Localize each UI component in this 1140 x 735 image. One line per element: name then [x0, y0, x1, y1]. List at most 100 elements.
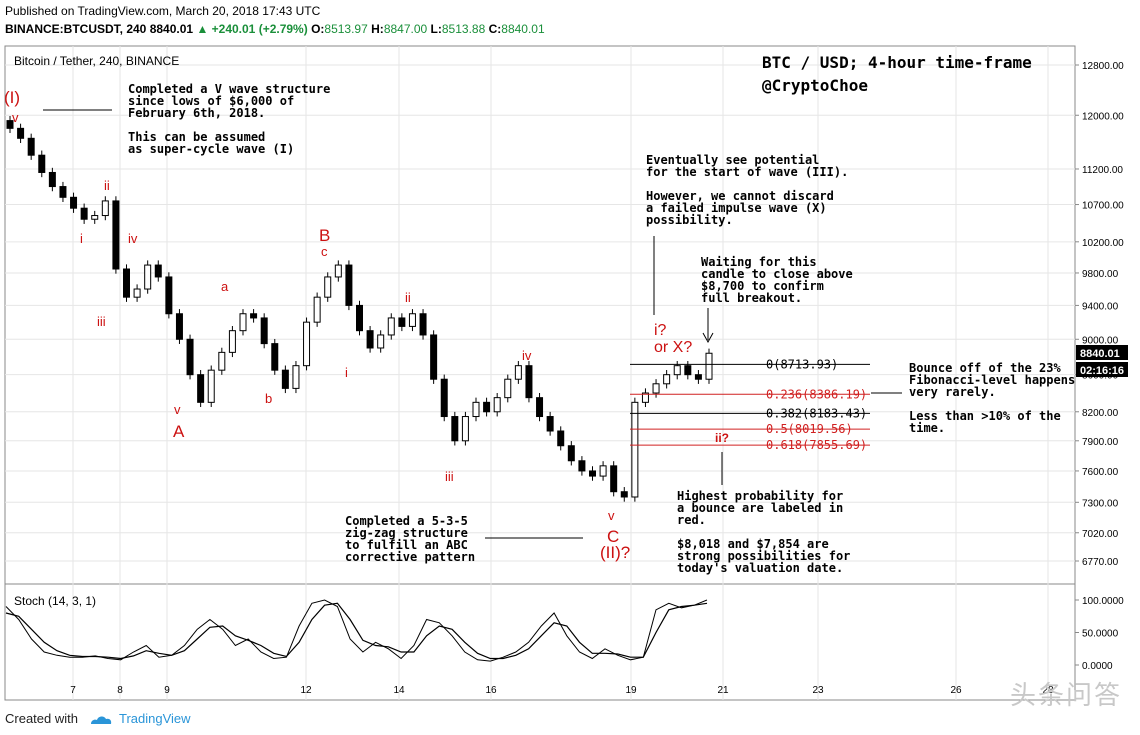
time-tick-label: 21: [717, 685, 729, 696]
tradingview-cloud-icon: [90, 716, 111, 724]
tradingview-link[interactable]: TradingView: [119, 711, 191, 726]
note-text: Completed a 5-3-5: [345, 514, 468, 528]
price-tick-label: 10200.00: [1082, 238, 1124, 249]
fib-level-label: 0.618(7855.69): [766, 438, 867, 452]
candle-body: [80, 207, 88, 220]
candle-body: [589, 470, 596, 477]
wave-label: c: [321, 244, 328, 259]
candle-body: [133, 288, 141, 298]
candle-body: [334, 264, 342, 278]
fib-level-label: 0.5(8019.56): [766, 422, 853, 436]
chart-title: Bitcoin / Tether, 240, BINANCE: [14, 54, 179, 68]
candle-body: [472, 401, 480, 418]
note-text: Completed a V wave structure: [128, 82, 330, 96]
price-change: ▲ +240.01 (+2.79%): [196, 22, 308, 36]
note-text: since lows of $6,000 of: [128, 94, 294, 108]
candle-body: [599, 465, 607, 477]
time-axis: 7 8 9 12 14 16 19 21 23 26 28: [70, 685, 1054, 696]
wave-label: or X?: [654, 339, 692, 356]
candle-body: [239, 313, 247, 332]
fib-level-label: 0.236(8386.19): [766, 387, 867, 401]
candle-body: [440, 378, 448, 418]
price-tick-label: 12800.00: [1082, 61, 1124, 72]
symbol-label: BINANCE:BTCUSDT, 240: [5, 22, 147, 36]
candle-body: [610, 465, 618, 493]
candle-body: [684, 365, 692, 376]
candle-body: [387, 317, 395, 336]
candle-body: [260, 317, 268, 345]
price-tick-label: 9000.00: [1082, 335, 1119, 346]
candle-body: [504, 378, 512, 399]
candle-body: [101, 200, 109, 217]
time-tick-label: 16: [485, 685, 497, 696]
note-text: a bounce are labeled in: [677, 501, 843, 515]
candle-body: [303, 321, 311, 367]
stochastic-lines: [5, 599, 708, 662]
last-price: 8840.01: [149, 22, 194, 36]
note-text: Fibonacci-level happens: [909, 373, 1075, 387]
wave-label: i: [80, 231, 83, 246]
candle-body: [218, 351, 226, 371]
candle-body: [398, 317, 406, 327]
candle-body: [578, 460, 586, 472]
candle-body: [536, 397, 544, 418]
wave-label: ii: [104, 178, 110, 193]
candle-body: [186, 338, 194, 376]
wave-label: (I): [4, 88, 20, 107]
note-text: strong possibilities for: [677, 549, 850, 563]
arrow-head: [702, 332, 714, 344]
price-tick-label: 7600.00: [1082, 467, 1119, 478]
candles: [6, 115, 713, 502]
stoch-tick-label: 50.0000: [1082, 629, 1119, 640]
countdown-badge: [1076, 362, 1128, 377]
candle-body: [377, 334, 385, 349]
candle-body: [525, 365, 533, 399]
annotation-title: BTC / USD; 4-hour time-frame: [762, 53, 1032, 72]
candle-body: [408, 313, 416, 327]
time-tick-label: 8: [117, 685, 123, 696]
wave-label: iv: [522, 348, 532, 363]
time-tick-label: 12: [300, 685, 312, 696]
wave-label: ii?: [715, 431, 729, 445]
wave-label: A: [173, 422, 185, 441]
stoch-axis: 100.0000 50.0000 0.0000: [1075, 596, 1124, 672]
candle-body: [557, 430, 565, 447]
wave-label: iii: [445, 469, 454, 484]
price-tick-label: 11200.00: [1082, 165, 1123, 176]
time-tick-label: 19: [625, 685, 637, 696]
candle-body: [292, 365, 300, 389]
wave-label: iv: [128, 231, 138, 246]
note-text: today's valuation date.: [677, 561, 843, 575]
candle-body: [144, 264, 152, 290]
candle-body: [123, 268, 130, 298]
note-text: This can be assumed: [128, 130, 265, 144]
candle-body: [313, 296, 321, 323]
price-tick-label: 10700.00: [1082, 201, 1124, 212]
candle-body: [38, 154, 46, 173]
note-text: Highest probability for: [677, 489, 843, 503]
published-header: Published on TradingView.com, March 20, …: [5, 4, 321, 18]
candle-body: [641, 392, 649, 403]
note-text: very rarely.: [909, 385, 996, 399]
candle-body: [112, 200, 120, 270]
candle-body: [59, 186, 67, 198]
note-text: possibility.: [646, 213, 733, 227]
last-price-badge: [1076, 345, 1128, 360]
candle-body: [70, 196, 78, 209]
fib-level-label: 0(8713.93): [766, 357, 838, 371]
candle-body: [483, 401, 491, 413]
note-text: Bounce off of the 23%: [909, 361, 1061, 375]
candle-body: [6, 120, 14, 129]
candle-body: [451, 416, 459, 442]
price-tick-label: 6770.00: [1082, 557, 1119, 568]
stoch-series-line: [5, 602, 708, 660]
low-value: 8513.88: [441, 22, 486, 36]
author-handle: @CryptoChoe: [762, 76, 868, 95]
candle-body: [324, 276, 332, 298]
candle-body: [663, 374, 671, 385]
watermark: 头条问答: [1009, 681, 1122, 711]
time-tick-label: 28: [1042, 685, 1054, 696]
note-text: corrective pattern: [345, 550, 475, 564]
time-tick-label: 7: [70, 685, 76, 696]
